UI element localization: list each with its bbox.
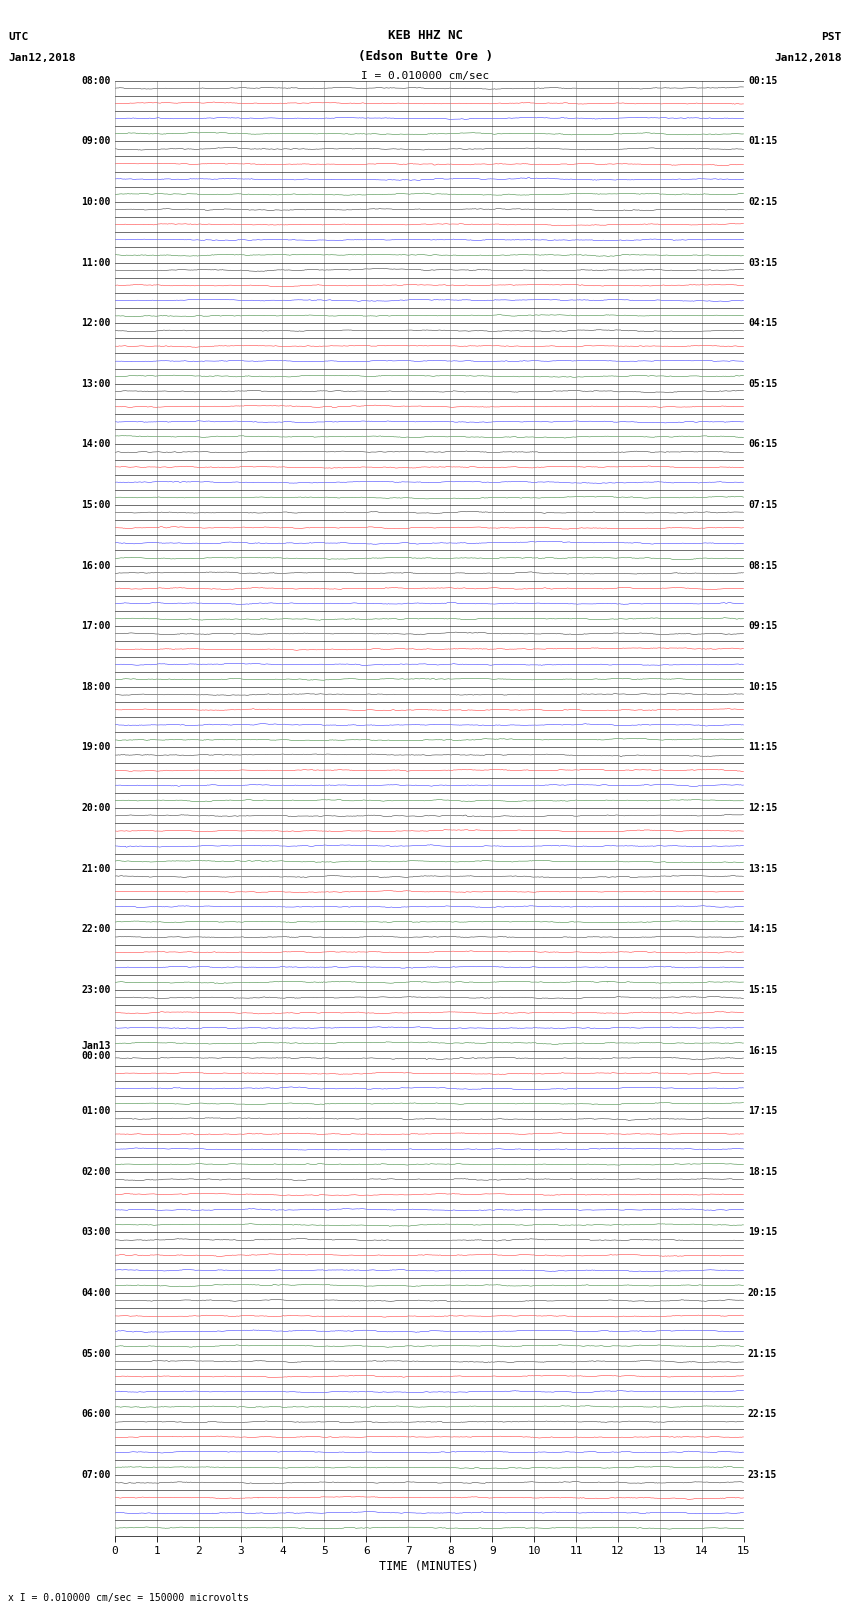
Text: 01:15: 01:15 [748, 135, 778, 147]
Text: 05:15: 05:15 [748, 379, 778, 389]
Text: 16:00: 16:00 [81, 561, 110, 571]
Text: Jan12,2018: Jan12,2018 [8, 53, 76, 63]
Text: 22:00: 22:00 [81, 924, 110, 934]
Text: 13:15: 13:15 [748, 863, 778, 874]
Text: 04:00: 04:00 [81, 1289, 110, 1298]
Text: 04:15: 04:15 [748, 318, 778, 327]
Text: 10:00: 10:00 [81, 197, 110, 206]
Text: 11:15: 11:15 [748, 742, 778, 753]
Text: 12:00: 12:00 [81, 318, 110, 327]
Text: 19:00: 19:00 [81, 742, 110, 753]
Text: 08:00: 08:00 [81, 76, 110, 85]
Text: 00:00: 00:00 [81, 1050, 110, 1061]
Text: 23:15: 23:15 [748, 1469, 778, 1481]
Text: 21:15: 21:15 [748, 1348, 778, 1358]
Text: 17:15: 17:15 [748, 1107, 778, 1116]
Text: 02:00: 02:00 [81, 1166, 110, 1177]
Text: UTC: UTC [8, 32, 29, 42]
Text: 00:15: 00:15 [748, 76, 778, 85]
Text: 19:15: 19:15 [748, 1227, 778, 1237]
Text: 12:15: 12:15 [748, 803, 778, 813]
Text: 05:00: 05:00 [81, 1348, 110, 1358]
Text: 17:00: 17:00 [81, 621, 110, 631]
Text: 20:15: 20:15 [748, 1289, 778, 1298]
Text: KEB HHZ NC: KEB HHZ NC [388, 29, 462, 42]
Text: 18:00: 18:00 [81, 682, 110, 692]
Text: 15:00: 15:00 [81, 500, 110, 510]
Text: 14:15: 14:15 [748, 924, 778, 934]
Text: 03:00: 03:00 [81, 1227, 110, 1237]
Text: 13:00: 13:00 [81, 379, 110, 389]
Text: 18:15: 18:15 [748, 1166, 778, 1177]
Text: x I = 0.010000 cm/sec = 150000 microvolts: x I = 0.010000 cm/sec = 150000 microvolt… [8, 1594, 249, 1603]
Text: 16:15: 16:15 [748, 1045, 778, 1055]
Text: 01:00: 01:00 [81, 1107, 110, 1116]
Text: 07:00: 07:00 [81, 1469, 110, 1481]
Text: 09:15: 09:15 [748, 621, 778, 631]
Text: 15:15: 15:15 [748, 986, 778, 995]
Text: 23:00: 23:00 [81, 986, 110, 995]
Text: 08:15: 08:15 [748, 561, 778, 571]
Text: Jan13: Jan13 [81, 1040, 110, 1050]
Text: PST: PST [821, 32, 842, 42]
Text: 07:15: 07:15 [748, 500, 778, 510]
Text: 14:00: 14:00 [81, 439, 110, 450]
Text: 09:00: 09:00 [81, 135, 110, 147]
Text: I = 0.010000 cm/sec: I = 0.010000 cm/sec [361, 71, 489, 81]
X-axis label: TIME (MINUTES): TIME (MINUTES) [379, 1560, 479, 1573]
Text: 02:15: 02:15 [748, 197, 778, 206]
Text: 11:00: 11:00 [81, 258, 110, 268]
Text: 06:15: 06:15 [748, 439, 778, 450]
Text: 10:15: 10:15 [748, 682, 778, 692]
Text: 21:00: 21:00 [81, 863, 110, 874]
Text: (Edson Butte Ore ): (Edson Butte Ore ) [358, 50, 492, 63]
Text: 03:15: 03:15 [748, 258, 778, 268]
Text: 20:00: 20:00 [81, 803, 110, 813]
Text: 06:00: 06:00 [81, 1410, 110, 1419]
Text: 22:15: 22:15 [748, 1410, 778, 1419]
Text: Jan12,2018: Jan12,2018 [774, 53, 842, 63]
